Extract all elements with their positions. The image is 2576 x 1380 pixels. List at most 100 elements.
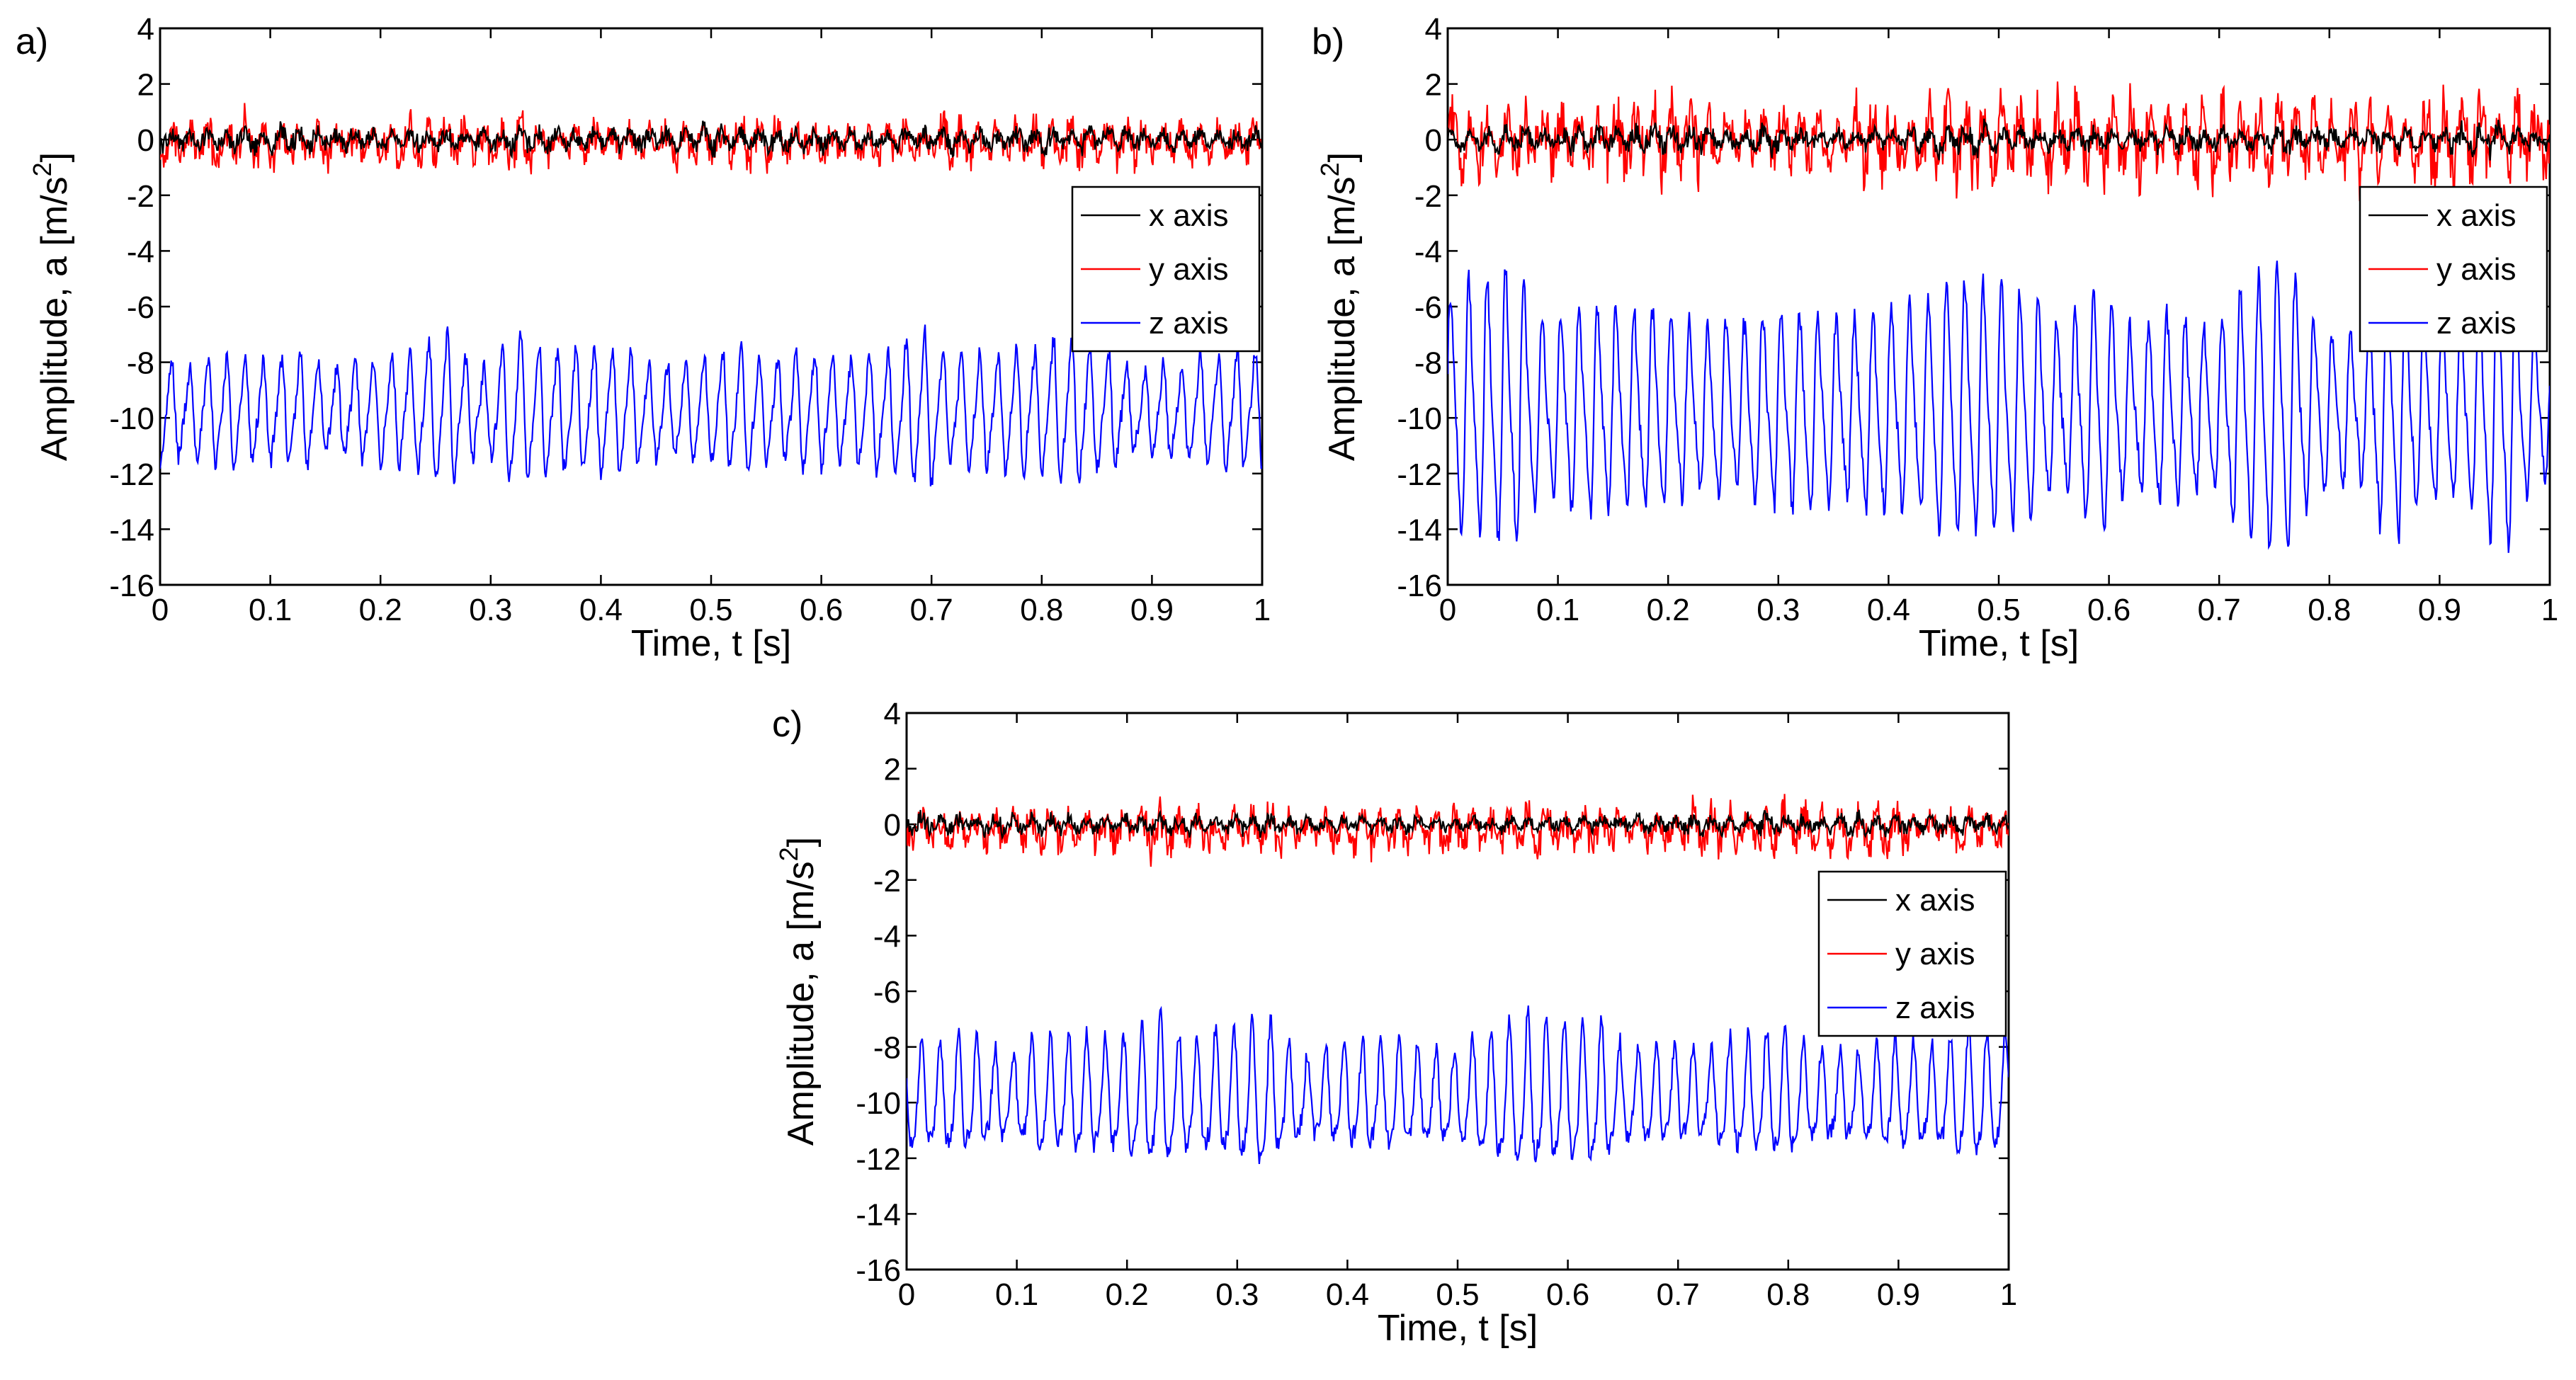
chart-panel-b: b) 0 0.1 0.2 0.3 0.4 0.5 0.6 0.7 0.8 0.9 1 4 2 0 -2 -4 -6… bbox=[1312, 12, 2558, 664]
x-tick-label: 0.6 bbox=[800, 593, 843, 627]
series-line-x-axis bbox=[160, 120, 1262, 159]
legend-entry: y axis bbox=[1149, 252, 1228, 287]
x-tick-label: 0.7 bbox=[1657, 1277, 1700, 1312]
x-tick-label: 0.3 bbox=[1757, 593, 1800, 627]
y-axis-label-main: Amplitude, a [m/s bbox=[1322, 176, 1363, 461]
x-tick-label: 0 bbox=[1439, 593, 1456, 627]
y-tick-label: -16 bbox=[1397, 569, 1442, 603]
y-tick-label: 4 bbox=[1425, 12, 1442, 47]
x-tick-label: 0.7 bbox=[2198, 593, 2241, 627]
y-tick-label: -10 bbox=[109, 401, 154, 436]
x-tick-label: 0.6 bbox=[1546, 1277, 1589, 1312]
y-tick-label: -14 bbox=[109, 513, 154, 547]
x-tick-label: 0.5 bbox=[1977, 593, 2020, 627]
y-tick-label: 2 bbox=[884, 753, 901, 787]
x-tick-label: 0.8 bbox=[1766, 1277, 1810, 1312]
x-tick-label: 0.5 bbox=[689, 593, 732, 627]
y-tick-label: 2 bbox=[137, 68, 154, 103]
y-tick-label: -12 bbox=[856, 1142, 901, 1177]
y-tick-label: -10 bbox=[856, 1086, 901, 1121]
y-tick-label: -8 bbox=[127, 346, 154, 381]
y-tick-label: -2 bbox=[1414, 179, 1442, 214]
x-tick-label: 0.6 bbox=[2087, 593, 2130, 627]
x-tick-label: 0.1 bbox=[995, 1277, 1038, 1312]
legend-entry: x axis bbox=[1895, 883, 1975, 918]
x-tick-label: 0.1 bbox=[249, 593, 292, 627]
y-tick-label: 0 bbox=[884, 808, 901, 843]
y-axis-label-main: Amplitude, a [m/s bbox=[34, 176, 75, 461]
y-tick-label: -2 bbox=[127, 179, 154, 214]
y-axis-label-sup: 2 bbox=[28, 162, 57, 176]
y-axis-label-sup: 2 bbox=[774, 847, 803, 861]
y-axis-label: Amplitude, a [m/s2] bbox=[1315, 152, 1363, 461]
y-tick-label: 2 bbox=[1425, 68, 1442, 103]
legend-box bbox=[2359, 186, 2548, 353]
series-line-z-axis bbox=[1448, 261, 2550, 553]
x-tick-label: 0.8 bbox=[2308, 593, 2351, 627]
y-axis-label: Amplitude, a [m/s2] bbox=[774, 837, 822, 1146]
y-tick-label: -6 bbox=[1414, 290, 1442, 325]
y-tick-label: -10 bbox=[1397, 401, 1442, 436]
legend-entry: x axis bbox=[1149, 198, 1228, 233]
legend-entry: y axis bbox=[1895, 937, 1975, 971]
legend-entry: y axis bbox=[2436, 252, 2516, 287]
series-line-z-axis bbox=[160, 324, 1262, 486]
x-tick-label: 1 bbox=[1254, 593, 1271, 627]
y-tick-label: 4 bbox=[137, 12, 154, 47]
y-tick-label: -2 bbox=[873, 864, 901, 899]
series-line-x-axis bbox=[1448, 118, 2550, 161]
legend-entry: z axis bbox=[2436, 306, 2516, 341]
y-axis-label-main: Amplitude, a [m/s bbox=[781, 861, 822, 1146]
chart-panel-c: c) 0 0.1 0.2 0.3 0.4 0.5 0.6 0.7 0.8 0.9 1 4 2 0 -2 -4 -6… bbox=[772, 697, 2017, 1349]
legend-entry: z axis bbox=[1895, 991, 1975, 1025]
x-tick-label: 0.4 bbox=[1326, 1277, 1369, 1312]
x-tick-label: 0.2 bbox=[1647, 593, 1690, 627]
y-tick-label: 0 bbox=[137, 123, 154, 158]
x-tick-label: 1 bbox=[2541, 593, 2558, 627]
x-tick-label: 0.4 bbox=[579, 593, 623, 627]
y-tick-label: -16 bbox=[856, 1253, 901, 1288]
y-tick-label: -8 bbox=[1414, 346, 1442, 381]
y-tick-label: -4 bbox=[873, 919, 901, 954]
x-axis-label: Time, t [s] bbox=[1919, 623, 2079, 664]
x-axis-label: Time, t [s] bbox=[1378, 1308, 1538, 1349]
y-axis-label-sup: 2 bbox=[1315, 162, 1344, 176]
y-axis-label: Amplitude, a [m/s2] bbox=[28, 152, 75, 461]
x-tick-label: 0.2 bbox=[1106, 1277, 1149, 1312]
legend-entry: x axis bbox=[2436, 198, 2516, 233]
x-tick-label: 0.9 bbox=[1877, 1277, 1920, 1312]
x-tick-label: 0.1 bbox=[1536, 593, 1579, 627]
x-tick-label: 0.7 bbox=[910, 593, 953, 627]
series-line-x-axis bbox=[907, 809, 2009, 840]
y-axis-label-close: ] bbox=[34, 152, 75, 162]
y-axis-label-close: ] bbox=[1322, 152, 1363, 162]
y-tick-label: -14 bbox=[1397, 513, 1442, 547]
x-tick-label: 0.3 bbox=[469, 593, 512, 627]
y-tick-label: 4 bbox=[884, 697, 901, 731]
panel-label: b) bbox=[1312, 21, 1344, 62]
y-tick-label: -4 bbox=[127, 234, 154, 269]
y-axis-label-close: ] bbox=[781, 837, 822, 847]
x-tick-label: 0.2 bbox=[359, 593, 402, 627]
y-tick-label: -4 bbox=[1414, 234, 1442, 269]
x-tick-label: 0 bbox=[152, 593, 169, 627]
y-tick-label: -6 bbox=[127, 290, 154, 325]
y-tick-label: -16 bbox=[109, 569, 154, 603]
panel-label: c) bbox=[772, 704, 802, 745]
y-tick-label: -12 bbox=[1397, 457, 1442, 492]
x-tick-label: 0.4 bbox=[1867, 593, 1910, 627]
y-tick-label: -14 bbox=[856, 1197, 901, 1232]
chart-panel-a: a) 0 0.1 0.2 0.3 0.4 0.5 0.6 0.7 0.8 0.9 1 4 2 0 -2 -4 -6… bbox=[16, 12, 1271, 664]
x-tick-label: 0.9 bbox=[2418, 593, 2461, 627]
series-line-z-axis bbox=[907, 1005, 2009, 1164]
x-tick-label: 0 bbox=[898, 1277, 915, 1312]
panel-label: a) bbox=[16, 21, 48, 62]
x-tick-label: 0.9 bbox=[1130, 593, 1174, 627]
y-tick-label: 0 bbox=[1425, 123, 1442, 158]
x-axis-label: Time, t [s] bbox=[631, 623, 791, 664]
x-tick-label: 1 bbox=[2000, 1277, 2017, 1312]
y-tick-label: -12 bbox=[109, 457, 154, 492]
x-tick-label: 0.3 bbox=[1215, 1277, 1259, 1312]
x-tick-label: 0.8 bbox=[1020, 593, 1063, 627]
